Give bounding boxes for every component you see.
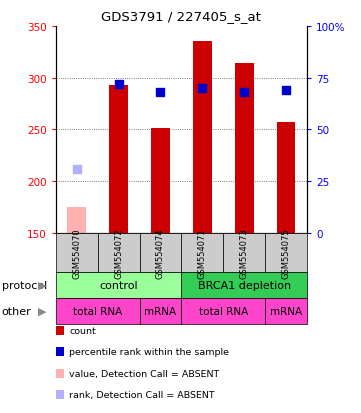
Point (116, 81, 122, 88)
Bar (277, 123, 295, 233)
Text: GSM554075: GSM554075 (282, 228, 291, 278)
Bar (109, 86, 128, 233)
Text: GSM554074: GSM554074 (156, 228, 165, 278)
Text: protocol: protocol (2, 280, 47, 290)
Bar (193, 43, 212, 233)
Text: GSM554071: GSM554071 (198, 228, 207, 278)
Text: GSM554073: GSM554073 (240, 228, 249, 278)
Text: other: other (2, 306, 31, 316)
Text: GDS3791 / 227405_s_at: GDS3791 / 227405_s_at (101, 10, 260, 23)
Point (74, 166, 80, 173)
Bar (151, 129, 170, 233)
Point (199, 85, 205, 92)
Text: BRCA1 depletion: BRCA1 depletion (197, 280, 291, 290)
Text: ▶: ▶ (38, 306, 47, 316)
Text: mRNA: mRNA (270, 306, 302, 316)
Text: total RNA: total RNA (73, 306, 122, 316)
Point (158, 90, 164, 96)
Point (241, 90, 247, 96)
Bar (68, 207, 86, 233)
Text: GSM554072: GSM554072 (114, 228, 123, 278)
Text: percentile rank within the sample: percentile rank within the sample (69, 347, 229, 356)
Bar (235, 64, 253, 233)
Text: rank, Detection Call = ABSENT: rank, Detection Call = ABSENT (69, 390, 215, 399)
Text: count: count (69, 326, 96, 335)
Text: total RNA: total RNA (199, 306, 248, 316)
Text: GSM554070: GSM554070 (72, 228, 81, 278)
Text: ▶: ▶ (38, 280, 47, 290)
Text: mRNA: mRNA (144, 306, 177, 316)
Text: control: control (99, 280, 138, 290)
Text: value, Detection Call = ABSENT: value, Detection Call = ABSENT (69, 369, 219, 378)
Point (283, 88, 289, 94)
